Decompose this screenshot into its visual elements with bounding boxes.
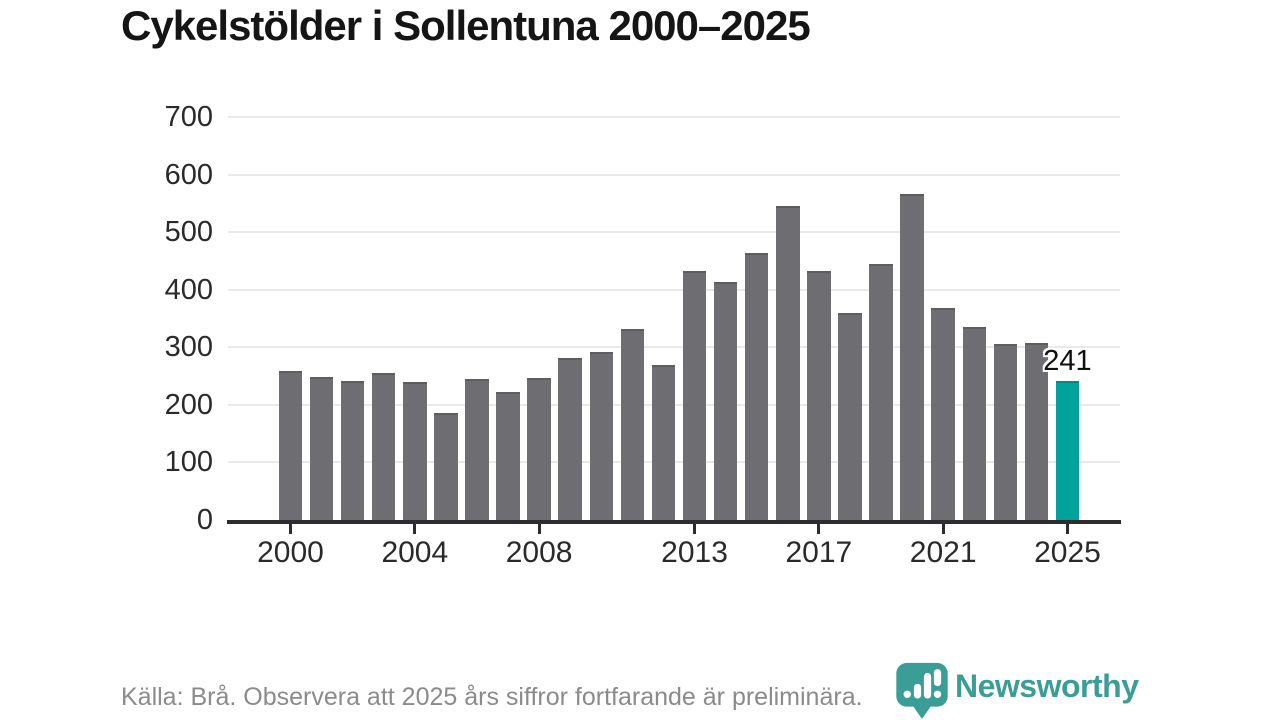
bar-2010 [589,352,614,520]
newsworthy-logo-text: Newsworthy [955,668,1139,704]
gridline [228,116,1120,118]
bar-2022 [962,326,986,520]
x-tick [289,522,292,534]
gridline [228,173,1120,176]
x-tick-label-2013: 2013 [661,536,728,569]
x-tick [693,522,697,534]
bar-2006 [465,378,489,520]
bar-2011 [620,329,645,520]
y-tick-label: 100 [164,446,213,479]
bar-2020 [900,194,924,520]
source-note: Källa: Brå. Observera att 2025 års siffr… [121,683,863,711]
bar-2013 [682,271,707,520]
x-tick-label-2000: 2000 [257,536,324,569]
bar-2008 [527,378,551,520]
bar-2012 [651,364,676,520]
y-tick-label: 400 [164,273,213,306]
bar-2004 [403,382,427,520]
bar-2009 [558,357,582,520]
y-tick-label: 200 [164,388,213,421]
x-tick-label-2017: 2017 [785,536,853,569]
gridline [228,231,1120,234]
chart-title: Cykelstölder i Sollentuna 2000–2025 [121,2,811,49]
y-tick-label: 600 [164,158,213,191]
x-tick [1066,522,1069,534]
newsworthy-logo-icon [896,662,948,720]
y-tick-label: 0 [196,504,213,536]
bar-2023 [993,344,1018,520]
bar-2003 [371,372,396,520]
bar-2015 [744,253,769,520]
y-tick-label: 700 [164,101,213,133]
x-tick [941,522,945,534]
bar-2005 [434,413,458,520]
x-tick [817,522,821,534]
bar-2019 [869,263,893,520]
gridline [228,288,1120,291]
bar-value-label: 241 [1043,345,1092,378]
bar-2014 [713,281,738,520]
bar-2000 [278,370,303,520]
bar-2025 [1055,381,1080,520]
bar-2024 [1024,343,1049,520]
bar-2021 [931,307,955,520]
bar-2017 [807,271,831,520]
x-tick-label-2025: 2025 [1034,536,1101,569]
bar-2001 [309,376,334,520]
y-tick-label: 300 [164,331,213,364]
x-tick-label-2004: 2004 [381,536,449,569]
x-axis-line [227,520,1121,524]
y-tick-label: 500 [164,216,213,249]
x-tick [413,522,417,534]
gridline [228,346,1120,349]
bar-2007 [496,392,520,520]
bar-2016 [776,206,800,520]
x-tick [537,522,541,534]
x-tick-label-2008: 2008 [505,536,573,569]
plot-area: 2000 2004 2008 2013 2017 2021 2025 241 [227,116,1121,569]
bar-2002 [340,380,365,520]
x-tick-label-2021: 2021 [909,536,977,569]
bar-2018 [838,313,862,520]
